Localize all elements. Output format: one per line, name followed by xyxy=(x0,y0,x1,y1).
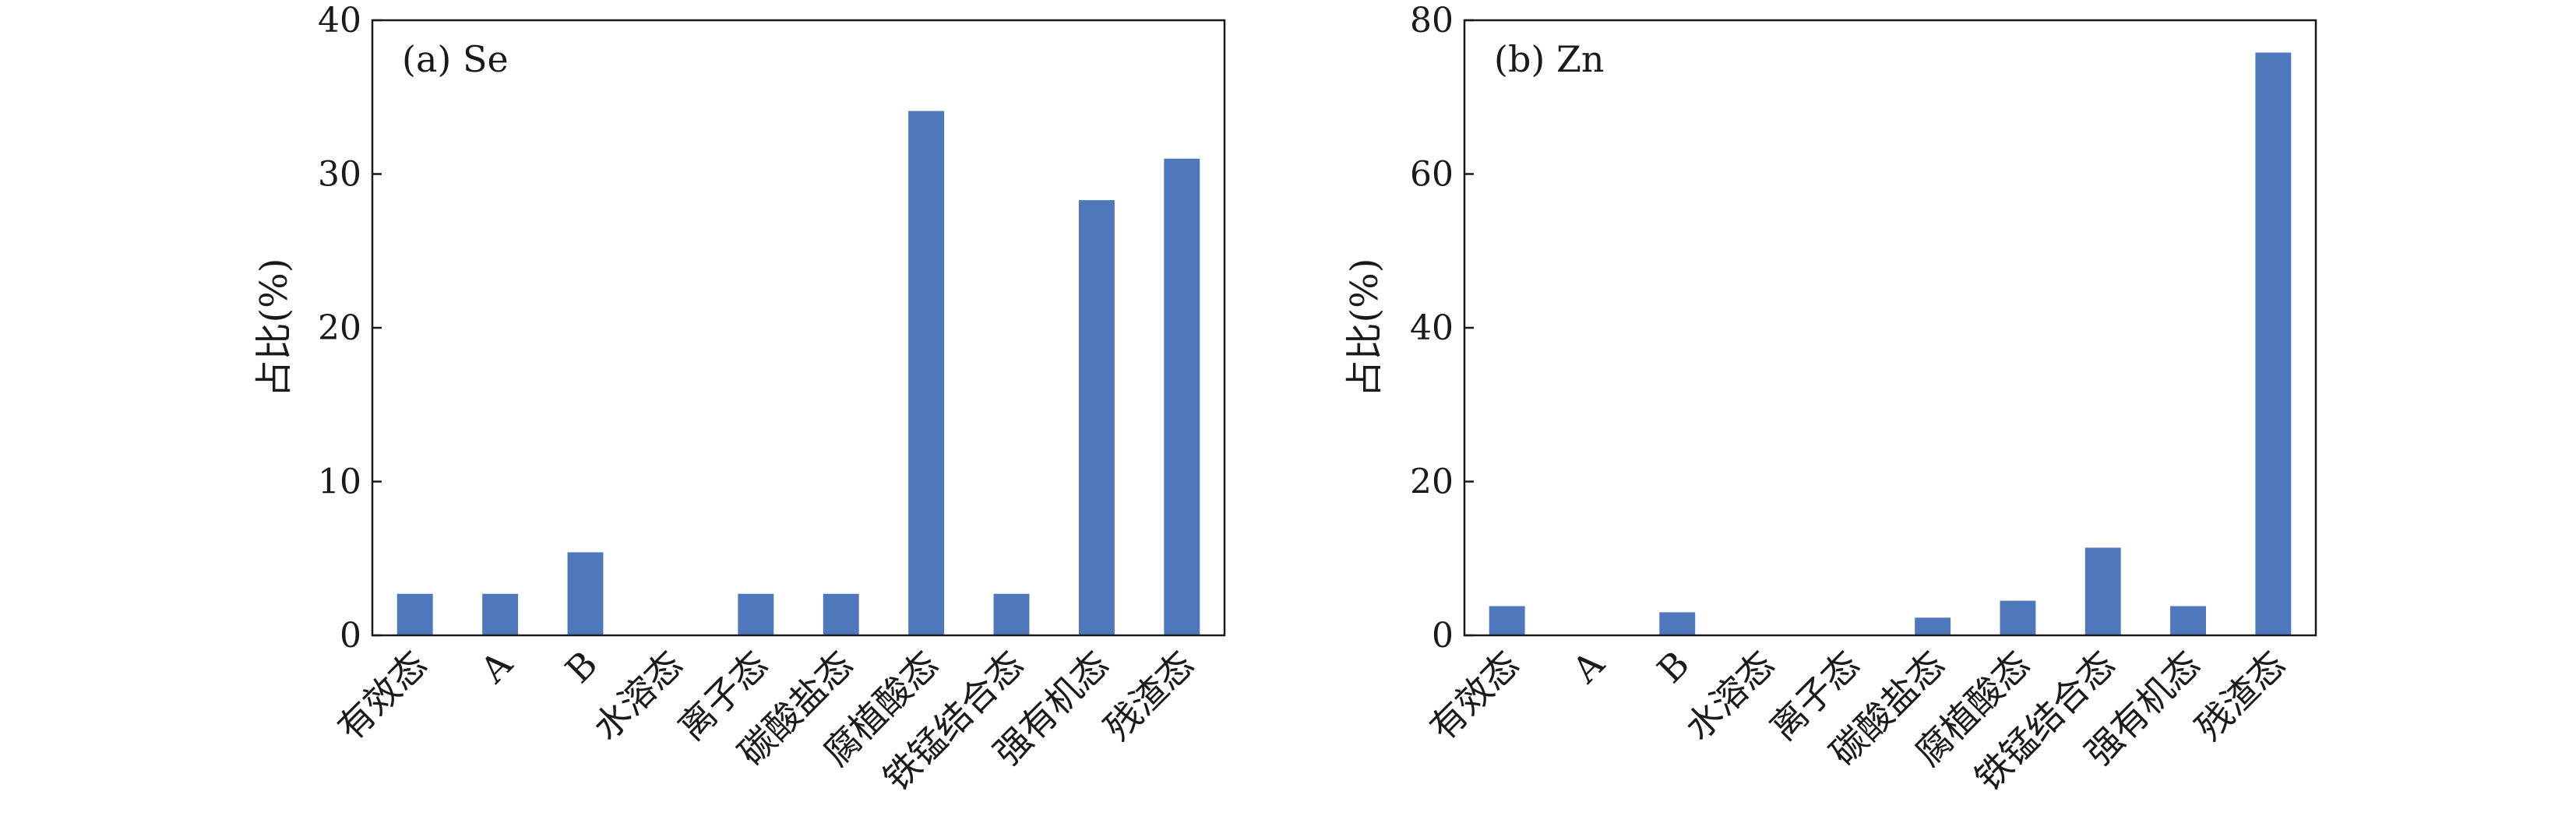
x-category-label: 残渣态 xyxy=(2187,643,2293,749)
y-tick-label: 40 xyxy=(1410,308,1454,348)
panel-title: (b) Zn xyxy=(1494,38,1605,80)
bar-5 xyxy=(1915,617,1951,635)
bar-0 xyxy=(1489,606,1525,635)
y-tick-label: 30 xyxy=(318,155,361,195)
x-category-label: 有效态 xyxy=(329,643,435,749)
x-category-label: A xyxy=(1563,642,1612,691)
bar-7 xyxy=(993,593,1030,635)
x-category-label: 水溶态 xyxy=(1677,643,1783,749)
plot-frame xyxy=(1463,19,2317,637)
y-tick-label: 20 xyxy=(1410,462,1454,502)
x-category-label: 水溶态 xyxy=(585,643,691,749)
y-tick-label: 0 xyxy=(340,616,361,656)
y-tick-label: 80 xyxy=(1410,1,1454,40)
x-category-label: B xyxy=(1649,643,1697,691)
bar-1 xyxy=(482,593,519,635)
bar-6 xyxy=(2000,600,2036,635)
bar-0 xyxy=(396,593,433,635)
bar-2 xyxy=(1659,612,1696,636)
y-tick-label: 40 xyxy=(318,1,361,40)
x-category-label: B xyxy=(557,643,605,691)
y-tick-label: 10 xyxy=(318,462,361,502)
bar-2 xyxy=(567,552,604,635)
y-axis-title: 占比(%) xyxy=(252,258,296,397)
bar-7 xyxy=(2084,547,2121,635)
y-tick-label: 0 xyxy=(1432,616,1454,656)
y-tick-label: 60 xyxy=(1410,155,1454,195)
y-tick-label: 20 xyxy=(318,308,361,348)
y-axis-title: 占比(%) xyxy=(1343,258,1387,397)
x-category-label: 有效态 xyxy=(1422,643,1528,749)
bar-8 xyxy=(2170,606,2207,635)
panel-title: (a) Se xyxy=(402,38,509,80)
bar-5 xyxy=(823,593,859,635)
x-category-label: 残渣态 xyxy=(1096,643,1202,749)
bar-6 xyxy=(908,111,945,635)
bar-4 xyxy=(738,593,774,635)
x-category-label: A xyxy=(471,642,520,691)
bar-8 xyxy=(1078,200,1115,635)
bar-9 xyxy=(1164,158,1200,635)
bar-9 xyxy=(2255,52,2292,636)
